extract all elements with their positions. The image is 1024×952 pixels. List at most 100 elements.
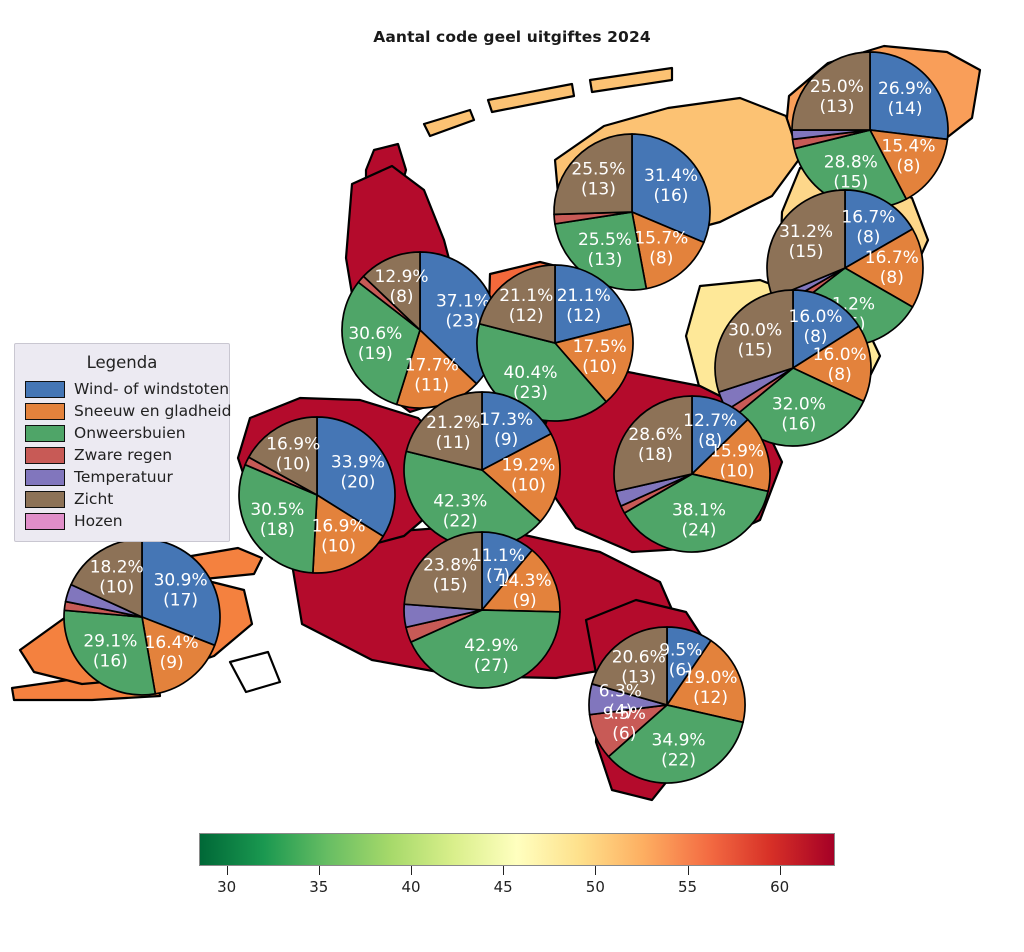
pie-slice-label: 34.9% (22): [652, 730, 706, 770]
legend-title: Legenda: [86, 353, 158, 372]
pie-slice-label: 29.1% (16): [83, 631, 137, 671]
pie-slice-label: 30.0% (15): [728, 320, 782, 360]
pie-slice-zicht[interactable]: Overijssel · Zicht: 15: [714, 289, 794, 393]
pie-slice-wind-of-windstoten[interactable]: Overijssel · Wind- of windstoten: 8: [792, 289, 860, 369]
pie-slice-sneeuw-en-gladheid[interactable]: Groningen · Sneeuw en gladheid: 8: [869, 129, 949, 200]
pie-slice-onweersbuien[interactable]: Noord-Brabant · Onweersbuien: 27: [410, 609, 561, 689]
pie-chart-flevoland[interactable]: Flevoland · Wind- of windstoten: 12Flevo…: [476, 264, 634, 422]
pie-chart-groningen[interactable]: Groningen · Wind- of windstoten: 14Groni…: [791, 51, 949, 209]
pie-slice-onweersbuien[interactable]: Noord-Holland · Onweersbuien: 19: [341, 281, 421, 406]
colorbar-tick: [411, 866, 412, 875]
map-wadden-island-3: [588, 66, 674, 94]
pie-slice-sneeuw-en-gladheid[interactable]: Zeeland · Sneeuw en gladheid: 9: [141, 616, 216, 695]
colorbar-tick-label: 60: [770, 878, 790, 896]
pie-slice-label: 26.9% (14): [878, 79, 932, 119]
pie-slice-label: 37.1% (23): [436, 292, 490, 332]
pie-slice-sneeuw-en-gladheid[interactable]: Overijssel · Sneeuw en gladheid: 8: [792, 325, 872, 403]
pie-slice-sneeuw-en-gladheid[interactable]: Drenthe · Sneeuw en gladheid: 8: [844, 228, 924, 308]
pie-slice-label: 16.7% (8): [841, 207, 895, 247]
legend-swatch-icon: [25, 490, 65, 508]
pie-slice-label: 11.1% (7): [471, 546, 525, 586]
pie-slice-onweersbuien[interactable]: Gelderland · Onweersbuien: 24: [623, 473, 769, 553]
colorbar-gradient: [199, 833, 835, 866]
pie-slice-sneeuw-en-gladheid[interactable]: Zuid-Holland · Sneeuw en gladheid: 10: [311, 494, 384, 574]
pie-slice-zicht[interactable]: Utrecht · Zicht: 11: [405, 391, 483, 471]
map-wadden-island-2: [486, 82, 576, 114]
pie-chart-friesland[interactable]: Friesland · Wind- of windstoten: 16Fries…: [553, 133, 711, 291]
map-wadden-island-1: [422, 108, 476, 138]
pie-slice-label: 17.7% (11): [405, 355, 459, 395]
pie-chart-noord-brabant[interactable]: Noord-Brabant · Wind- of windstoten: 7No…: [403, 531, 561, 689]
pie-slice-label: 19.0% (12): [684, 668, 738, 708]
pie-slice-zicht[interactable]: Drenthe · Zicht: 15: [766, 189, 846, 299]
pie-slice-label: 31.2%(15): [779, 222, 833, 262]
pie-slice-wind-of-windstoten[interactable]: Gelderland · Wind- of windstoten: 8: [691, 395, 749, 475]
legend-item-5[interactable]: Zicht: [25, 488, 219, 510]
pie-slice-wind-of-windstoten[interactable]: Groningen · Wind- of windstoten: 14: [869, 51, 949, 141]
colorbar-tick-labels: 30 35 40 45 50 55 60: [199, 876, 835, 900]
pie-slice-zicht[interactable]: Zuid-Holland · Zicht: 10: [247, 416, 318, 496]
pie-slice-label: 15.7% (8): [634, 228, 688, 268]
legend-item-1[interactable]: Sneeuw en gladheid: [25, 400, 231, 422]
legend-item-2[interactable]: Onweersbuien: [25, 422, 219, 444]
legend-item-0[interactable]: Wind- of windstoten: [25, 378, 229, 400]
map-belgium-notch: [228, 650, 282, 694]
pie-slice-sneeuw-en-gladheid[interactable]: Flevoland · Sneeuw en gladheid: 10: [554, 323, 634, 403]
pie-slice-onweersbuien[interactable]: Zuid-Holland · Onweersbuien: 18: [238, 463, 318, 574]
pie-slice-onweersbuien[interactable]: Zeeland · Onweersbuien: 16: [63, 609, 157, 696]
pie-slice-zicht[interactable]: Groningen · Zicht: 13: [791, 51, 871, 131]
legend-swatch-icon: [25, 468, 65, 486]
pie-slice-label: 16.9% (10): [312, 517, 366, 557]
legend-item-label: Zware regen: [74, 446, 173, 464]
pie-slice-zicht[interactable]: Friesland · Zicht: 13: [553, 133, 633, 216]
pie-slice-label: 40.4% (23): [503, 363, 557, 403]
pie-slice-label: 21.2% (11): [426, 413, 480, 453]
pie-slice-zicht[interactable]: Noord-Holland · Zicht: 8: [362, 251, 421, 331]
pie-slice-label: 15.9% (10): [710, 441, 764, 481]
pie-slice-sneeuw-en-gladheid[interactable]: Gelderland · Sneeuw en gladheid: 10: [691, 418, 771, 493]
pie-slice-onweersbuien[interactable]: Utrecht · Onweersbuien: 22: [403, 450, 542, 549]
colorbar-tick: [595, 866, 597, 875]
pie-slice-onweersbuien[interactable]: Limburg · Onweersbuien: 22: [607, 704, 744, 784]
pie-slice-wind-of-windstoten[interactable]: Utrecht · Wind- of windstoten: 9: [481, 391, 552, 471]
pie-slice-label: 31.4% (16): [644, 166, 698, 206]
pie-slice-sneeuw-en-gladheid[interactable]: Utrecht · Sneeuw en gladheid: 10: [481, 432, 561, 523]
colorbar: 30 35 40 45 50 55 60: [199, 833, 835, 900]
pie-slice-sneeuw-en-gladheid[interactable]: Noord-Brabant · Sneeuw en gladheid: 9: [481, 549, 561, 613]
pie-slice-zicht[interactable]: Noord-Brabant · Zicht: 15: [403, 531, 483, 611]
colorbar-tick: [779, 866, 781, 875]
colorbar-tick: [687, 866, 689, 875]
pie-slice-label: 9.5% (6): [603, 704, 646, 744]
pie-slice-zicht[interactable]: Limburg · Zicht: 13: [591, 626, 668, 706]
legend-panel: Legenda Wind- of windstoten Sneeuw en gla…: [14, 343, 231, 542]
colorbar-tick-label: 30: [217, 878, 237, 896]
pie-charts-layer: Groningen · Wind- of windstoten: 14Groni…: [63, 51, 949, 784]
colorbar-ticks: [199, 866, 835, 876]
pie-slice-zicht[interactable]: Flevoland · Zicht: 12: [478, 264, 556, 344]
pie-slice-wind-of-windstoten[interactable]: Drenthe · Wind- of windstoten: 8: [844, 189, 914, 269]
pie-chart-utrecht[interactable]: Utrecht · Wind- of windstoten: 9Utrecht …: [403, 391, 561, 549]
pie-slice-label: 16.7% (8): [865, 248, 919, 288]
pie-chart-overijssel[interactable]: Overijssel · Wind- of windstoten: 8Overi…: [714, 289, 872, 447]
pie-chart-zuid-holland[interactable]: Zuid-Holland · Wind- of windstoten: 20Zu…: [238, 416, 396, 574]
colorbar-tick: [226, 866, 228, 875]
pie-slice-label: 23.8% (15): [423, 556, 477, 596]
pie-slice-wind-of-windstoten[interactable]: Flevoland · Wind- of windstoten: 12: [554, 264, 632, 344]
legend-item-4[interactable]: Temperatuur: [25, 466, 219, 488]
pie-slice-label: 19.2% (10): [501, 456, 555, 496]
pie-slice-sneeuw-en-gladheid[interactable]: Limburg · Sneeuw en gladheid: 12: [666, 639, 746, 724]
legend-item-label: Zicht: [74, 490, 114, 508]
pie-chart-zeeland[interactable]: Zeeland · Wind- of windstoten: 17Zeeland…: [63, 538, 221, 696]
legend-item-3[interactable]: Zware regen: [25, 444, 219, 466]
pie-slice-label: 18.2% (10): [90, 558, 144, 598]
pie-slice-zicht[interactable]: Gelderland · Zicht: 18: [613, 395, 693, 493]
pie-chart-limburg[interactable]: Limburg · Wind- of windstoten: 6Limburg …: [588, 626, 746, 784]
pie-slice-label: 16.0% (8): [789, 307, 843, 347]
pie-slice-wind-of-windstoten[interactable]: Friesland · Wind- of windstoten: 16: [631, 133, 711, 244]
pie-slice-sneeuw-en-gladheid[interactable]: Friesland · Sneeuw en gladheid: 8: [631, 211, 705, 290]
pie-chart-gelderland[interactable]: Gelderland · Wind- of windstoten: 8Gelde…: [613, 395, 771, 553]
pie-slice-label: 25.5% (13): [571, 159, 625, 199]
pie-chart-noord-holland[interactable]: Noord-Holland · Wind- of windstoten: 23N…: [341, 251, 499, 409]
legend-item-6[interactable]: Hozen: [25, 510, 219, 532]
